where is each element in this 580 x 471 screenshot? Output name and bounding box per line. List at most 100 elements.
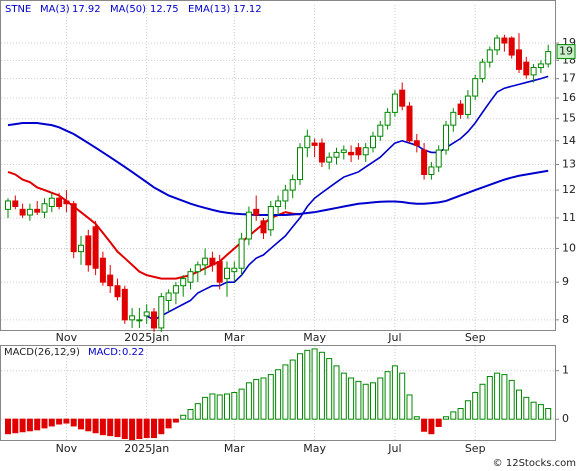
candle-body xyxy=(70,203,77,253)
macd-bar xyxy=(41,418,48,429)
macd-bar xyxy=(457,408,464,420)
last-price-label: 19 xyxy=(559,45,573,58)
candle-body xyxy=(158,296,165,329)
candle-body xyxy=(172,285,179,294)
candle-body xyxy=(19,208,26,216)
candle-body xyxy=(333,151,340,158)
candle-body xyxy=(78,244,84,253)
macd-bar xyxy=(209,393,216,420)
macd-bar xyxy=(26,418,33,432)
candle-body xyxy=(399,89,406,107)
candle-body xyxy=(443,124,449,151)
macd-bar xyxy=(114,418,121,438)
x-tick-label: Nov xyxy=(56,331,78,344)
macd-value: 0.22 xyxy=(122,347,144,358)
y-tick-label: 12 xyxy=(562,183,576,196)
macd-bar xyxy=(158,418,165,435)
x-tick-label: Mar xyxy=(224,442,245,455)
price-panel xyxy=(0,0,556,331)
macd-bar xyxy=(384,371,391,420)
y-tick-label: 8 xyxy=(562,313,569,326)
macd-bar xyxy=(530,401,537,420)
candle-body xyxy=(384,111,391,126)
candle-body xyxy=(143,311,150,317)
candle-body xyxy=(224,267,230,280)
macd-bar xyxy=(391,365,398,420)
macd-bar xyxy=(443,416,449,420)
y-tick-label: 11 xyxy=(562,211,576,224)
macd-bar xyxy=(289,359,296,420)
candle-body xyxy=(245,211,252,240)
ma-line xyxy=(7,121,549,217)
macd-bar xyxy=(282,364,289,420)
macd-bar xyxy=(238,388,245,420)
y-tick-label: 15 xyxy=(562,112,576,125)
candle-body xyxy=(406,105,413,142)
candle-body xyxy=(231,267,238,273)
candle-body xyxy=(516,49,522,70)
x-tick-label: Jul xyxy=(387,331,401,344)
y-tick-label: 10 xyxy=(562,241,576,254)
x-tick-label: Sep xyxy=(465,331,486,344)
candle-body xyxy=(501,37,508,44)
ma-line xyxy=(146,75,549,321)
watermark: © 12Stocks.com xyxy=(493,458,576,469)
candle-body xyxy=(34,208,41,213)
macd-bar xyxy=(34,418,41,431)
candle-body xyxy=(136,319,143,322)
macd-bar xyxy=(253,378,260,420)
candle-body xyxy=(48,197,55,208)
x-tick-label: May xyxy=(303,442,326,455)
macd-bar xyxy=(399,372,406,420)
candle-body xyxy=(428,166,435,175)
legend-value: 17.92 xyxy=(72,4,101,15)
candle-body xyxy=(457,103,464,115)
y-tick-label: 14 xyxy=(562,134,576,147)
candle-body xyxy=(545,51,552,65)
macd-bar xyxy=(216,394,223,420)
macd-bar xyxy=(63,418,70,424)
candle-body xyxy=(114,285,121,298)
macd-bar xyxy=(172,418,179,423)
macd-bar xyxy=(121,418,128,440)
macd-bar xyxy=(508,379,515,420)
x-tick-label: Nov xyxy=(56,442,78,455)
candle-body xyxy=(479,61,486,80)
x-tick-label: 2025Jan xyxy=(124,331,169,344)
candle-body xyxy=(253,208,260,216)
macd-bar xyxy=(516,389,522,420)
candle-body xyxy=(508,37,515,56)
macd-bar xyxy=(304,349,311,420)
macd-bar xyxy=(297,353,303,420)
macd-bar xyxy=(56,418,63,425)
x-tick-label: May xyxy=(303,331,326,344)
macd-bar xyxy=(464,400,471,420)
candle-body xyxy=(92,226,99,269)
y-tick-label: 16 xyxy=(562,91,576,104)
candle-body xyxy=(194,264,201,273)
candle-body xyxy=(435,149,442,168)
macd-bar xyxy=(19,418,26,433)
candle-body xyxy=(472,78,479,97)
candle-body xyxy=(63,200,70,205)
candle-body xyxy=(340,149,347,153)
candle-body xyxy=(530,67,537,76)
candle-body xyxy=(202,257,209,266)
x-tick-label: Mar xyxy=(224,331,245,344)
candle-body xyxy=(318,142,325,163)
macd-bar xyxy=(107,418,114,437)
candle-body xyxy=(370,135,376,149)
candle-body xyxy=(311,142,318,146)
macd-bar xyxy=(224,393,230,420)
candle-body xyxy=(129,315,136,321)
macd-bar xyxy=(260,377,267,420)
macd-bar xyxy=(377,377,384,420)
macd-bar xyxy=(406,394,413,420)
y-tick-label: 13 xyxy=(562,157,576,170)
macd-bar xyxy=(545,408,552,420)
macd-bar xyxy=(202,396,209,420)
macd-bar xyxy=(318,351,325,420)
candle-body xyxy=(216,261,223,283)
candle-body xyxy=(275,200,282,208)
macd-bar xyxy=(472,392,479,420)
